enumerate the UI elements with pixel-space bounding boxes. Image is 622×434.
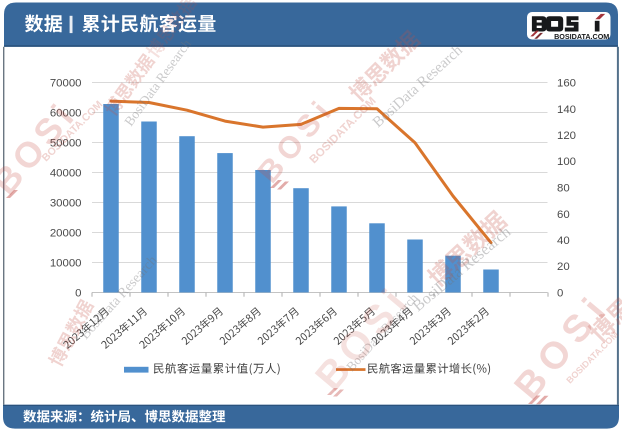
svg-text:60000: 60000	[50, 108, 82, 120]
svg-text:20: 20	[557, 261, 570, 273]
svg-text:30000: 30000	[50, 198, 82, 210]
svg-text:60: 60	[557, 209, 570, 221]
svg-text:140: 140	[557, 104, 576, 116]
svg-text:10000: 10000	[50, 258, 82, 270]
svg-text:70000: 70000	[50, 78, 82, 90]
svg-text:50000: 50000	[50, 138, 82, 150]
svg-text:80: 80	[557, 183, 570, 195]
svg-text:160: 160	[557, 78, 576, 90]
svg-text:0: 0	[557, 288, 563, 300]
svg-text:BosiData Research: BosiData Research	[410, 224, 515, 316]
svg-text:40000: 40000	[50, 168, 82, 180]
svg-text:120: 120	[557, 130, 576, 142]
svg-text:BOSi: BOSi	[307, 277, 419, 399]
svg-text:BosiData Research: BosiData Research	[370, 42, 466, 131]
svg-text:100: 100	[557, 156, 576, 168]
svg-text:40: 40	[557, 235, 570, 247]
svg-text:0: 0	[75, 288, 81, 300]
svg-text:BosiData Research: BosiData Research	[78, 253, 161, 342]
svg-text:BOSIDATA.COM: BOSIDATA.COM	[554, 32, 609, 41]
svg-text:20000: 20000	[50, 228, 82, 240]
